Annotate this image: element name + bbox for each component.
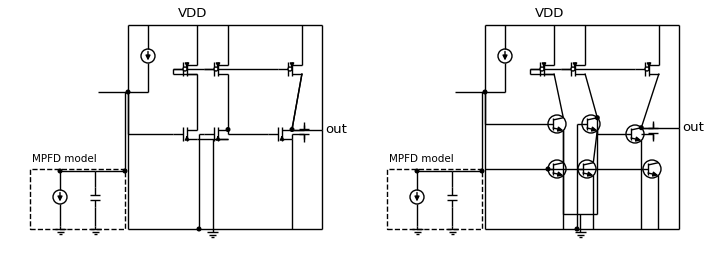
Circle shape xyxy=(183,67,187,71)
Circle shape xyxy=(123,169,127,173)
Bar xyxy=(387,169,482,229)
Bar xyxy=(30,169,125,229)
Text: VDD: VDD xyxy=(535,7,565,20)
Circle shape xyxy=(126,90,130,94)
Circle shape xyxy=(483,90,487,94)
Circle shape xyxy=(575,227,579,231)
Circle shape xyxy=(290,128,294,131)
Text: MPFD model: MPFD model xyxy=(32,154,97,164)
Circle shape xyxy=(595,116,599,119)
Circle shape xyxy=(415,169,419,173)
Circle shape xyxy=(198,227,201,231)
Circle shape xyxy=(645,67,649,71)
Circle shape xyxy=(288,67,292,71)
Text: out: out xyxy=(682,121,704,134)
Circle shape xyxy=(640,126,643,129)
Circle shape xyxy=(571,67,575,71)
Circle shape xyxy=(546,167,550,171)
Text: out: out xyxy=(325,123,347,136)
Circle shape xyxy=(480,169,484,173)
Text: VDD: VDD xyxy=(178,7,207,20)
Circle shape xyxy=(540,67,544,71)
Text: MPFD model: MPFD model xyxy=(389,154,453,164)
Circle shape xyxy=(58,169,62,173)
Circle shape xyxy=(214,67,218,71)
Circle shape xyxy=(226,128,230,131)
